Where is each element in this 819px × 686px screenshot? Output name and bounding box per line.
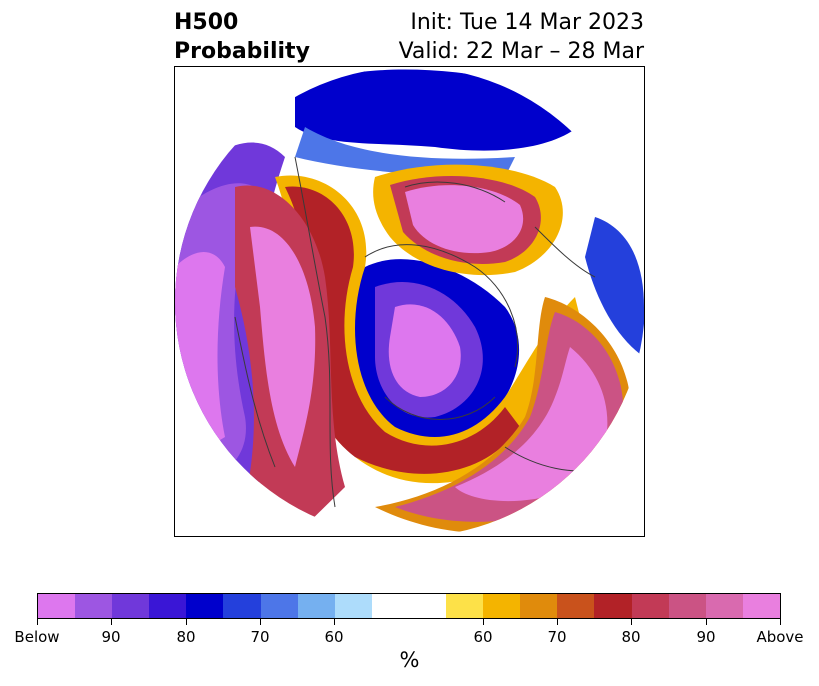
above-anomaly-southeast-peak [455, 347, 608, 502]
colorbar-tick-label: 80 [176, 628, 196, 646]
above-anomaly-west-peak [250, 226, 316, 467]
colorbar-segment [408, 594, 447, 618]
colorbar-tick-label: 70 [250, 628, 270, 646]
map-panel [174, 66, 645, 537]
init-date: Init: Tue 14 Mar 2023 [410, 10, 644, 35]
above-anomaly-ring-inner [285, 186, 520, 474]
colorbar-tick [780, 619, 781, 625]
colorbar-segment [520, 594, 558, 618]
below-anomaly-north [295, 69, 595, 151]
title-variable: H500 [174, 10, 239, 35]
colorbar-segment [371, 594, 409, 618]
colorbar-tick [483, 619, 484, 625]
colorbar-segment [705, 594, 743, 618]
colorbar-segment [297, 594, 335, 618]
colorbar-segment [75, 594, 113, 618]
colorbar-tick-label: 80 [621, 628, 641, 646]
colorbar-segment [631, 594, 669, 618]
below-anomaly-east [585, 217, 644, 357]
colorbar-tick [186, 619, 187, 625]
colorbar-segment [594, 594, 632, 618]
colorbar-tick [631, 619, 632, 625]
colorbar-tick-label: Above [756, 628, 804, 646]
colorbar-segment [334, 594, 372, 618]
title-product: Probability [174, 39, 310, 64]
colorbar-tick-label: 70 [547, 628, 567, 646]
map-title-right: Init: Tue 14 Mar 2023 Valid: 22 Mar – 28… [399, 8, 644, 66]
colorbar-segment [149, 594, 187, 618]
colorbar-tick-label: 90 [101, 628, 121, 646]
below-anomaly-west-edge [175, 252, 225, 467]
coastlines [234, 156, 606, 508]
colorbar-ticks: Below 90 80 70 60 60 70 80 90 Above [14, 619, 804, 659]
colorbar-segment [38, 594, 76, 618]
colorbar-segment [742, 594, 780, 618]
colorbar-segment [668, 594, 706, 618]
colorbar-segment [223, 594, 261, 618]
colorbar-tick [706, 619, 707, 625]
below-anomaly-center-peak [388, 304, 461, 397]
colorbar-tick [557, 619, 558, 625]
colorbar-segment [557, 594, 595, 618]
colorbar-segment [483, 594, 521, 618]
colorbar-tick-label: 60 [324, 628, 344, 646]
colorbar-segment [112, 594, 150, 618]
colorbar-segment [260, 594, 298, 618]
colorbar-unit-label: % [399, 648, 420, 672]
below-anomaly-north-outer [295, 127, 515, 177]
colorbar-tick-label: 90 [696, 628, 716, 646]
colorbar-tick-label: 60 [473, 628, 493, 646]
probability-field [175, 67, 644, 536]
colorbar-tick [334, 619, 335, 625]
colorbar-segment [446, 594, 484, 618]
polar-probability-map [175, 67, 644, 536]
colorbar-segment [186, 594, 224, 618]
colorbar-tick-label: Below [14, 628, 60, 646]
colorbar-tick [111, 619, 112, 625]
colorbar-tick [37, 619, 38, 625]
above-anomaly-north-peak [405, 185, 524, 254]
map-title-left: H500 Probability [174, 8, 310, 66]
colorbar [37, 593, 781, 619]
colorbar-tick [260, 619, 261, 625]
valid-range: Valid: 22 Mar – 28 Mar [398, 39, 644, 64]
